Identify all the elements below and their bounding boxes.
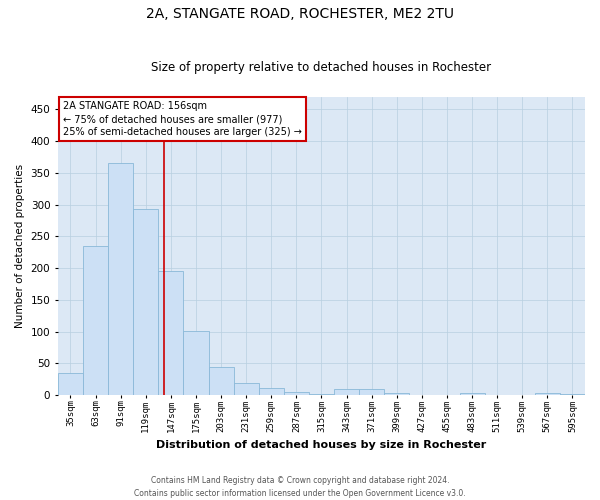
Bar xyxy=(158,270,184,395)
Bar xyxy=(485,394,510,395)
Text: 2A STANGATE ROAD: 156sqm
← 75% of detached houses are smaller (977)
25% of semi-: 2A STANGATE ROAD: 156sqm ← 75% of detach… xyxy=(63,101,302,138)
Bar xyxy=(133,209,158,395)
Bar xyxy=(209,368,233,395)
Bar xyxy=(460,392,485,395)
Bar xyxy=(58,373,83,395)
Title: Size of property relative to detached houses in Rochester: Size of property relative to detached ho… xyxy=(151,62,491,74)
Text: 2A, STANGATE ROAD, ROCHESTER, ME2 2TU: 2A, STANGATE ROAD, ROCHESTER, ME2 2TU xyxy=(146,8,454,22)
Bar xyxy=(359,389,384,395)
Bar xyxy=(184,331,209,395)
Y-axis label: Number of detached properties: Number of detached properties xyxy=(15,164,25,328)
Bar xyxy=(560,394,585,395)
X-axis label: Distribution of detached houses by size in Rochester: Distribution of detached houses by size … xyxy=(157,440,487,450)
Bar xyxy=(309,394,334,395)
Bar xyxy=(233,382,259,395)
Bar xyxy=(284,392,309,395)
Bar xyxy=(334,389,359,395)
Bar xyxy=(83,246,108,395)
Text: Contains HM Land Registry data © Crown copyright and database right 2024.
Contai: Contains HM Land Registry data © Crown c… xyxy=(134,476,466,498)
Bar xyxy=(434,394,460,395)
Bar xyxy=(384,392,409,395)
Bar xyxy=(108,163,133,395)
Bar xyxy=(409,394,434,395)
Bar xyxy=(510,394,535,395)
Bar xyxy=(535,392,560,395)
Bar xyxy=(259,388,284,395)
